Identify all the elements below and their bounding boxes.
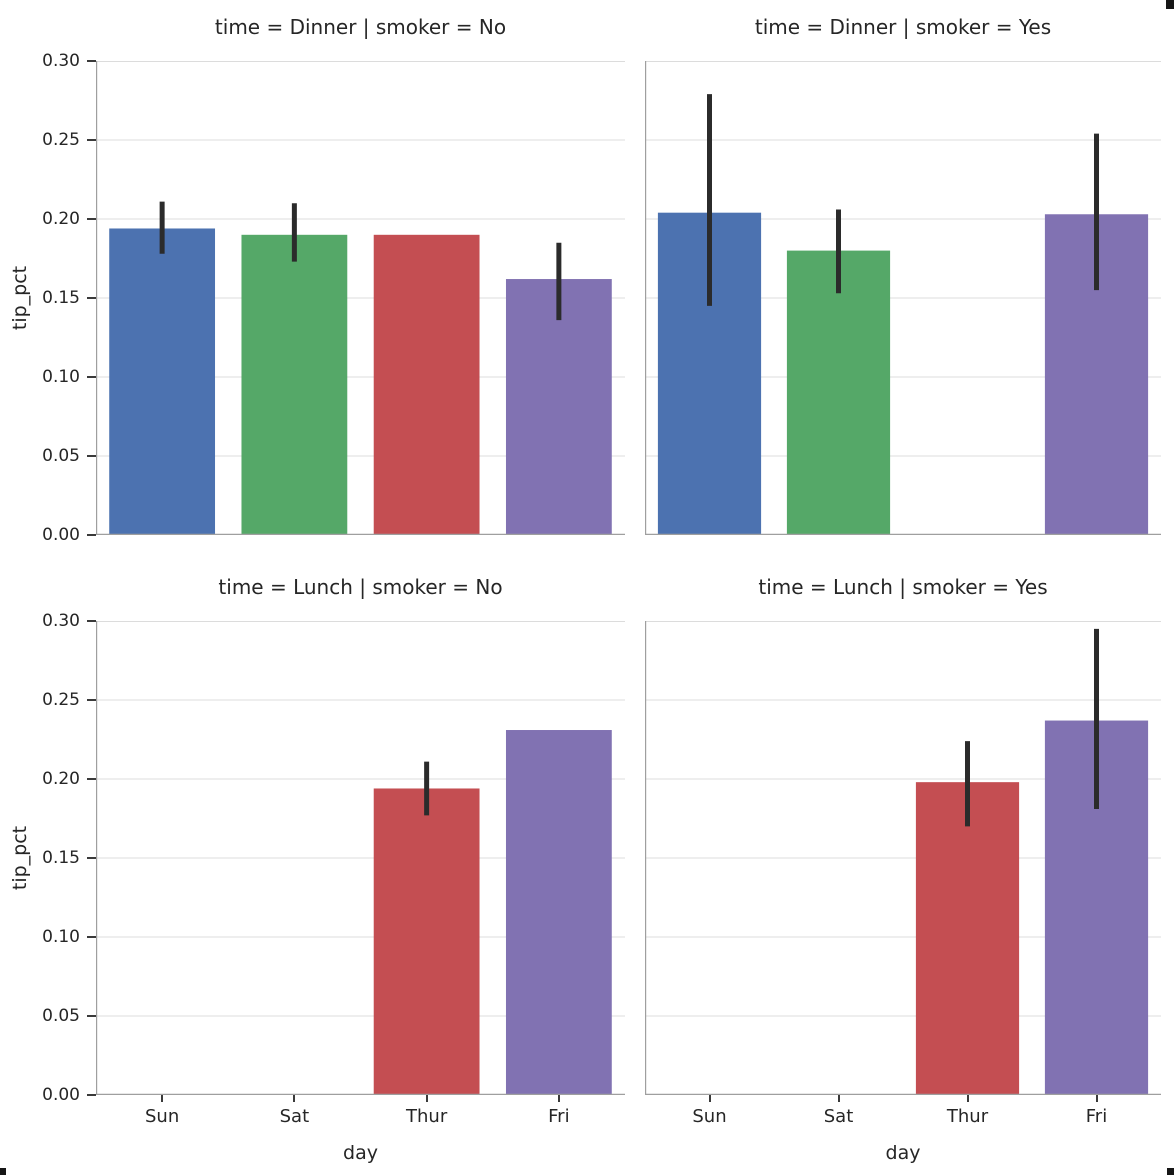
subplot-axes [645,61,1161,535]
y-tick-mark [87,1094,96,1096]
x-tick-label: Sun [145,1106,180,1127]
screenshot-corner-artifact [1166,0,1174,9]
y-tick-label: 0.10 [42,367,80,387]
y-tick-label: 0.00 [42,1085,80,1105]
bar-sat [241,234,348,535]
x-tick-label: Sat [823,1106,854,1127]
y-tick-label: 0.10 [42,927,80,947]
bar-thur [373,788,480,1095]
x-axis-label: day [343,1142,378,1164]
y-tick-mark [87,936,96,938]
x-tick-mark [425,1095,428,1102]
screenshot-corner-artifact [1167,1168,1174,1175]
y-axis-label: tip_pct [9,265,31,331]
x-tick-label: Thur [946,1106,989,1127]
y-tick-label: 0.20 [42,769,80,789]
y-tick-label: 0.25 [42,690,80,710]
y-tick-label: 0.15 [42,848,80,868]
y-tick-mark [87,620,96,622]
y-tick-mark [87,455,96,457]
subplot-title: time = Lunch | smoker = No [218,575,503,599]
y-tick-label: 0.00 [42,525,80,545]
x-axis-label: day [885,1142,921,1164]
x-tick-mark [708,1095,711,1102]
y-tick-mark [87,139,96,141]
x-tick-mark [293,1095,296,1102]
x-tick-mark [837,1095,840,1102]
subplot-title: time = Dinner | smoker = No [214,15,507,39]
screenshot-corner-artifact [0,1168,6,1175]
y-tick-mark [87,218,96,220]
y-tick-label: 0.15 [42,288,80,308]
subplot-title: time = Dinner | smoker = Yes [754,15,1052,39]
bar-sat [786,250,891,535]
y-tick-mark [87,699,96,701]
subplot-axes [96,621,625,1095]
y-tick-mark [87,778,96,780]
bar-sun [109,228,216,535]
y-tick-mark [87,60,96,62]
y-tick-mark [87,534,96,536]
x-tick-mark [161,1095,164,1102]
y-tick-label: 0.05 [42,1006,80,1026]
subplot-axes [645,621,1161,1095]
y-tick-label: 0.30 [42,51,80,71]
y-tick-label: 0.05 [42,446,80,466]
x-tick-mark [1095,1095,1098,1102]
bar-thur [915,782,1020,1095]
x-tick-label: Fri [1085,1106,1108,1127]
x-tick-label: Thur [406,1106,448,1127]
y-tick-mark [87,857,96,859]
x-tick-label: Sat [279,1106,310,1127]
y-tick-mark [87,1015,96,1017]
x-tick-label: Fri [548,1106,570,1127]
y-tick-label: 0.25 [42,130,80,150]
bar-fri [505,279,612,535]
y-tick-label: 0.30 [42,611,80,631]
subplot-title: time = Lunch | smoker = Yes [758,575,1048,599]
subplot-axes [96,61,625,535]
y-tick-mark [87,376,96,378]
bar-fri [505,730,612,1095]
y-tick-mark [87,297,96,299]
bar-thur [373,234,480,535]
x-tick-mark [557,1095,560,1102]
y-axis-label: tip_pct [9,825,31,891]
y-tick-label: 0.20 [42,209,80,229]
x-tick-mark [966,1095,969,1102]
x-tick-label: Sun [692,1106,727,1127]
